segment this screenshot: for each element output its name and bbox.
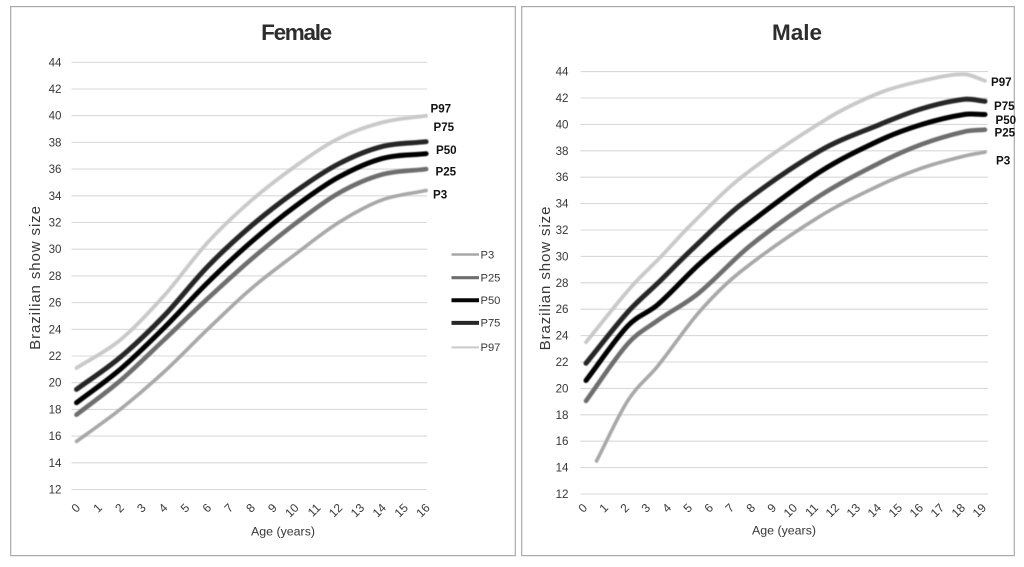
svg-text:18: 18	[556, 409, 569, 422]
svg-text:26: 26	[49, 297, 62, 310]
svg-text:24: 24	[556, 330, 569, 343]
svg-text:42: 42	[556, 92, 569, 105]
svg-text:14: 14	[49, 457, 62, 470]
svg-text:P75: P75	[481, 318, 501, 330]
svg-text:40: 40	[49, 110, 62, 123]
svg-text:28: 28	[556, 277, 569, 290]
svg-text:26: 26	[556, 303, 569, 316]
svg-text:P25: P25	[481, 273, 501, 285]
svg-text:44: 44	[556, 66, 569, 79]
svg-text:16: 16	[556, 435, 569, 448]
svg-text:Female: Female	[261, 20, 332, 45]
svg-text:20: 20	[556, 382, 569, 395]
svg-text:42: 42	[49, 83, 62, 96]
svg-text:P25: P25	[436, 166, 457, 179]
svg-text:Brazilian show size: Brazilian show size	[537, 206, 554, 351]
svg-text:24: 24	[49, 323, 62, 336]
svg-text:32: 32	[556, 224, 569, 237]
svg-text:P3: P3	[481, 249, 495, 261]
svg-text:28: 28	[49, 270, 62, 283]
svg-text:P75: P75	[434, 121, 455, 134]
svg-text:Age (years): Age (years)	[251, 525, 315, 539]
svg-text:P50: P50	[996, 114, 1017, 127]
svg-text:36: 36	[49, 163, 62, 176]
svg-text:22: 22	[556, 356, 569, 369]
svg-text:30: 30	[556, 250, 569, 263]
svg-text:20: 20	[49, 377, 62, 390]
svg-text:32: 32	[49, 217, 62, 230]
svg-text:38: 38	[556, 145, 569, 158]
svg-text:P3: P3	[996, 155, 1011, 168]
svg-text:14: 14	[556, 462, 569, 475]
svg-text:30: 30	[49, 243, 62, 256]
svg-text:40: 40	[556, 118, 569, 131]
svg-text:P50: P50	[436, 144, 457, 157]
svg-text:18: 18	[49, 403, 62, 416]
svg-text:P25: P25	[995, 127, 1016, 140]
svg-text:Brazilian show size: Brazilian show size	[27, 205, 44, 350]
svg-text:36: 36	[556, 171, 569, 184]
svg-text:P50: P50	[481, 295, 501, 307]
svg-text:Age (years): Age (years)	[752, 524, 816, 538]
svg-text:12: 12	[49, 484, 62, 497]
svg-text:38: 38	[49, 136, 62, 149]
svg-text:Male: Male	[772, 20, 822, 45]
svg-text:P97: P97	[431, 103, 452, 116]
svg-text:34: 34	[49, 190, 62, 203]
svg-text:P97: P97	[991, 76, 1012, 89]
svg-text:22: 22	[49, 350, 62, 363]
svg-text:P3: P3	[433, 189, 448, 202]
svg-text:P97: P97	[481, 342, 501, 354]
svg-text:34: 34	[556, 198, 569, 211]
svg-text:44: 44	[49, 56, 62, 69]
svg-text:P75: P75	[994, 100, 1015, 113]
svg-text:12: 12	[556, 488, 569, 501]
svg-text:16: 16	[49, 430, 62, 443]
